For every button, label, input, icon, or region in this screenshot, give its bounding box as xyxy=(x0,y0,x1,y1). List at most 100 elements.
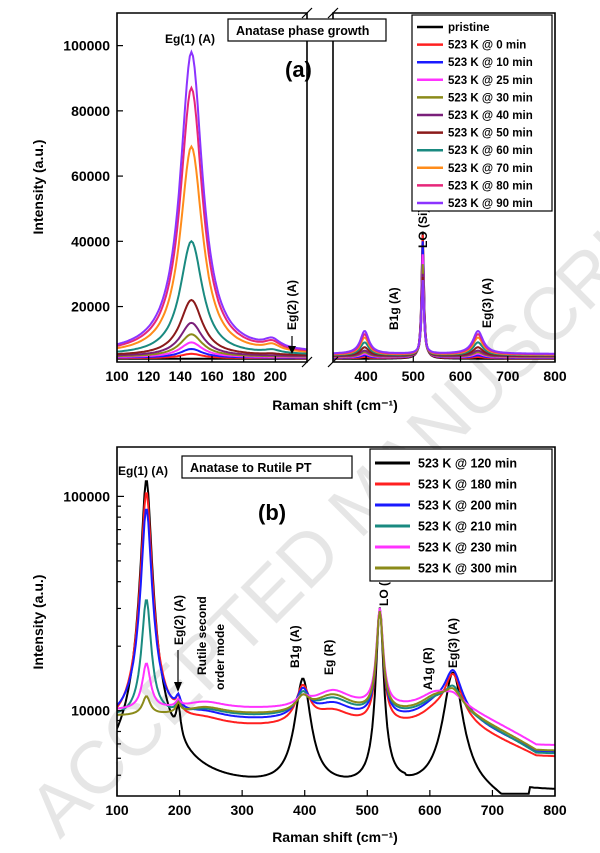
a-xtick-left-label-2: 140 xyxy=(169,368,193,384)
series-a-10-left xyxy=(117,49,307,351)
legend-a-label-8: 523 K @ 70 min xyxy=(448,163,533,175)
series-a-7-left xyxy=(117,239,307,355)
a-ytick-label-2: 60000 xyxy=(71,168,110,184)
a-ytick-label-4: 100000 xyxy=(63,38,110,54)
chart-b: 10000 100000 100 200 300 400 500 600 700 800 Eg(1… xyxy=(30,446,567,845)
legend-a-label-6: 523 K @ 50 min xyxy=(448,128,533,140)
series-a-5-left xyxy=(117,321,307,357)
chart-b-ylabel: Intensity (a.u.) xyxy=(30,575,46,670)
chart-b-xlabel: Raman shift (cm⁻¹) xyxy=(272,829,398,845)
chart-b-series-lines xyxy=(117,480,555,795)
a-xtick-left-label-4: 180 xyxy=(232,368,256,384)
legend-b-label-4: 523 K @ 230 min xyxy=(418,541,517,555)
series-a-10 xyxy=(117,49,555,355)
chart-a-ylabel: Intensity (a.u.) xyxy=(30,140,46,235)
legend-a-label-2: 523 K @ 10 min xyxy=(448,57,533,69)
legend-a-item-9: 523 K @ 80 min xyxy=(417,180,533,192)
annotation-b1g-b: B1g (A) xyxy=(288,625,302,668)
annotation-eg1-a: Eg(1) (A) xyxy=(165,32,215,46)
annotation-eg2-b-arrowhead xyxy=(174,682,182,692)
annotation-rutile-second: Rutile second xyxy=(195,596,209,675)
legend-b-item-0: 523 K @ 120 min xyxy=(375,457,517,471)
a-xtick-left-label-1: 120 xyxy=(137,368,161,384)
b-xtick-label-4: 500 xyxy=(356,802,380,818)
legend-a-label-4: 523 K @ 30 min xyxy=(448,92,533,104)
legend-b-item-2: 523 K @ 200 min xyxy=(375,499,517,513)
a-ytick-label-0: 20000 xyxy=(71,299,110,315)
series-b-1 xyxy=(117,492,555,758)
chart-a-legend xyxy=(411,14,553,212)
legend-a-item-8: 523 K @ 70 min xyxy=(417,163,533,175)
legend-a-item-6: 523 K @ 50 min xyxy=(417,128,533,140)
annotation-eg1-a-text: Eg(1) (A) xyxy=(165,32,215,46)
legend-b-label-5: 523 K @ 300 min xyxy=(418,562,517,576)
legend-b-label-0: 523 K @ 120 min xyxy=(418,457,517,471)
series-a-6-left xyxy=(117,298,307,356)
b-ytick-label-0: 10000 xyxy=(71,703,110,719)
legend-a-item-5: 523 K @ 40 min xyxy=(417,110,533,122)
series-a-8-left xyxy=(117,144,307,353)
a-xtick-left-label-0: 100 xyxy=(105,368,129,384)
annotation-b1g-a: B1g (A) xyxy=(387,287,401,330)
a-ytick-label-1: 40000 xyxy=(71,233,110,249)
b-xtick-label-7: 800 xyxy=(543,802,567,818)
legend-a-item-7: 523 K @ 60 min xyxy=(417,145,533,157)
series-b-4 xyxy=(117,607,555,746)
legend-b-item-4: 523 K @ 230 min xyxy=(375,541,517,555)
chart-a: 20000 40000 60000 80000 100000 100 120 140 160 18… xyxy=(30,3,567,413)
annotation-eg2-b: Eg(2) (A) xyxy=(172,595,186,645)
b-ytick-label-1: 100000 xyxy=(63,488,110,504)
series-a-9-left xyxy=(117,85,307,352)
annotation-eg2-arrowhead xyxy=(288,346,296,354)
chart-b-panel-label: (b) xyxy=(258,500,286,525)
legend-a-label-1: 523 K @ 0 min xyxy=(448,40,526,52)
legend-a-item-4: 523 K @ 30 min xyxy=(417,92,533,104)
legend-a-label-7: 523 K @ 60 min xyxy=(448,145,533,157)
chart-a-title-box xyxy=(227,18,387,42)
annotation-eg3-b: Eg(3) (A) xyxy=(446,618,460,668)
legend-a-label-3: 523 K @ 25 min xyxy=(448,75,533,87)
a-xtick-left-label-3: 160 xyxy=(200,368,224,384)
series-b-0 xyxy=(117,480,555,795)
legend-b-label-1: 523 K @ 180 min xyxy=(418,478,517,492)
legend-a-item-1: 523 K @ 0 min xyxy=(417,40,526,52)
annotation-eg-r: Eg (R) xyxy=(322,640,336,675)
legend-a-label-0: pristine xyxy=(448,22,490,34)
a-xtick-right-label-1: 500 xyxy=(402,368,426,384)
chart-a-axes-left xyxy=(116,12,308,363)
axis-break-mark xyxy=(301,3,339,372)
b-xtick-label-1: 200 xyxy=(168,802,192,818)
chart-b-legend xyxy=(369,448,553,582)
series-a-10-right xyxy=(333,279,555,355)
annotation-a1g-r: A1g (R) xyxy=(421,647,435,690)
legend-a-item-2: 523 K @ 10 min xyxy=(417,57,533,69)
b-xtick-label-5: 600 xyxy=(418,802,442,818)
b-xtick-label-0: 100 xyxy=(105,802,129,818)
a-xtick-right-label-0: 400 xyxy=(354,368,378,384)
chart-b-title: Anatase to Rutile PT xyxy=(190,461,312,475)
series-b-5 xyxy=(117,610,555,752)
legend-b-item-1: 523 K @ 180 min xyxy=(375,478,517,492)
annotation-eg2-a-label: Eg(2) (A) xyxy=(285,280,299,330)
chart-a-panel-label: (a) xyxy=(285,57,312,82)
chart-a-xlabel: Raman shift (cm⁻¹) xyxy=(272,397,398,413)
annotation-eg3-a: Eg(3) (A) xyxy=(480,278,494,328)
b-xtick-label-6: 700 xyxy=(481,802,505,818)
legend-b-label-2: 523 K @ 200 min xyxy=(418,499,517,513)
a-xtick-left-label-5: 200 xyxy=(264,368,288,384)
a-xtick-right-label-2: 600 xyxy=(449,368,473,384)
legend-a-item-0: pristine xyxy=(417,22,490,34)
legend-b-label-3: 523 K @ 210 min xyxy=(418,520,517,534)
a-ytick-label-3: 80000 xyxy=(71,103,110,119)
chart-b-title-box xyxy=(181,455,353,479)
b-xtick-label-3: 400 xyxy=(293,802,317,818)
annotation-eg1-b: Eg(1) (A) xyxy=(118,464,168,478)
a-xtick-right-label-4: 800 xyxy=(543,368,567,384)
legend-b-item-5: 523 K @ 300 min xyxy=(375,562,517,576)
annotation-order-mode: order mode xyxy=(213,624,227,690)
legend-a-item-10: 523 K @ 90 min xyxy=(417,198,533,210)
legend-b-item-3: 523 K @ 210 min xyxy=(375,520,517,534)
legend-a-label-9: 523 K @ 80 min xyxy=(448,180,533,192)
b-xtick-label-2: 300 xyxy=(230,802,254,818)
